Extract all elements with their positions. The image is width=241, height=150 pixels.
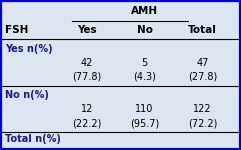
Text: AMH: AMH	[131, 6, 158, 15]
Text: 47: 47	[196, 58, 209, 68]
Text: (77.8): (77.8)	[72, 72, 101, 81]
Text: Yes: Yes	[77, 25, 97, 35]
Text: 110: 110	[135, 105, 154, 114]
Text: (72.2): (72.2)	[188, 118, 217, 128]
Text: 42: 42	[80, 58, 93, 68]
Text: (95.7): (95.7)	[130, 118, 159, 128]
Text: Total: Total	[188, 25, 217, 35]
Text: FSH: FSH	[5, 25, 28, 35]
Text: (4.3): (4.3)	[133, 72, 156, 81]
Text: 5: 5	[141, 58, 148, 68]
Text: 12: 12	[80, 105, 93, 114]
Text: (22.2): (22.2)	[72, 118, 101, 128]
Text: (27.8): (27.8)	[188, 72, 217, 81]
Text: Yes n(%): Yes n(%)	[5, 45, 53, 54]
Text: No: No	[137, 25, 153, 35]
Text: Total n(%): Total n(%)	[5, 135, 61, 144]
Text: 122: 122	[193, 105, 212, 114]
Text: No n(%): No n(%)	[5, 90, 49, 99]
